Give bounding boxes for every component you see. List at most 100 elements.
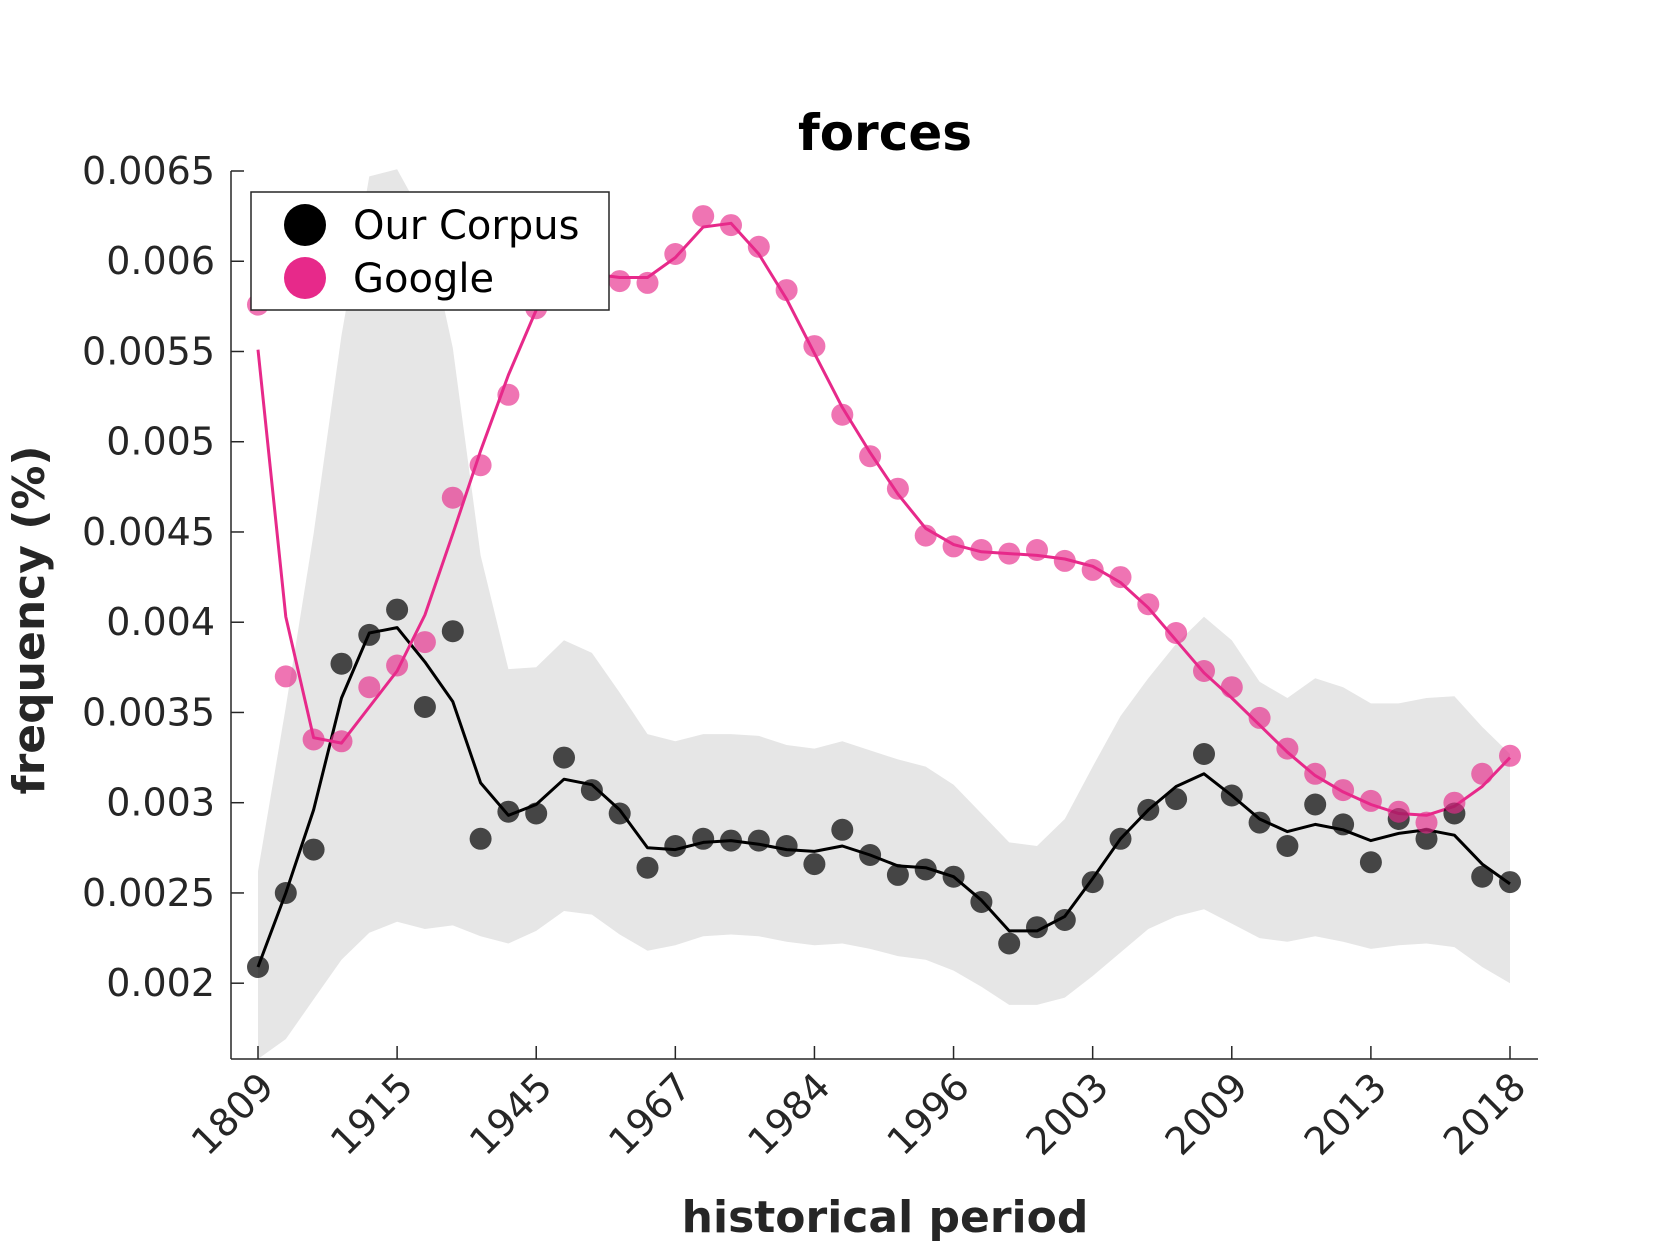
google-point [942, 535, 965, 558]
y-axis-label: frequency (%) [4, 445, 55, 794]
our-corpus-point [1332, 813, 1355, 836]
our-corpus-point [942, 865, 965, 888]
legend-label-our-corpus: Our Corpus [353, 203, 579, 249]
x-tick-label: 1945 [461, 1064, 561, 1164]
x-tick-label: 2009 [1157, 1064, 1257, 1164]
google-point [413, 631, 436, 654]
google-point [608, 270, 631, 293]
google-point [886, 477, 909, 500]
google-point [1332, 779, 1355, 802]
google-point [358, 676, 381, 699]
our-corpus-point [692, 827, 715, 850]
google-point [747, 235, 770, 258]
google-point [1109, 566, 1132, 589]
y-tick-label: 0.0025 [82, 871, 215, 915]
our-corpus-point [1304, 793, 1327, 816]
our-corpus-point [1220, 784, 1243, 807]
our-corpus-point [274, 882, 297, 904]
google-point [1359, 789, 1382, 812]
google-point [1415, 811, 1438, 834]
google-point [1248, 706, 1271, 729]
our-corpus-point [441, 620, 464, 643]
y-tick-label: 0.0055 [82, 329, 215, 373]
our-corpus-point [636, 856, 659, 879]
our-corpus-point [1081, 871, 1104, 894]
our-corpus-point [469, 827, 492, 850]
google-point [1220, 676, 1243, 699]
our-corpus-point [1359, 851, 1382, 874]
google-point [970, 539, 993, 561]
y-tick-label: 0.0065 [82, 149, 215, 193]
confidence-band-layer [258, 169, 1510, 1059]
google-point [636, 271, 659, 294]
google-point [859, 445, 882, 468]
corpus-confidence-band [258, 169, 1510, 1059]
x-tick-label: 1967 [600, 1064, 700, 1164]
series-lines-layer [256, 221, 1512, 968]
google-point [1026, 539, 1048, 561]
our-corpus-point [386, 598, 409, 621]
google-point [1053, 549, 1076, 572]
legend: Our Corpus Google [250, 191, 610, 311]
google-point [1165, 622, 1188, 644]
x-tick-label: 2003 [1018, 1064, 1118, 1164]
y-tick-label: 0.0035 [82, 690, 215, 734]
x-tick-label: 1809 [183, 1064, 283, 1164]
our-corpus-point [1053, 909, 1076, 931]
series-points-layer [247, 205, 1521, 978]
our-corpus-point [1109, 827, 1132, 850]
x-tick-label: 1996 [878, 1064, 978, 1164]
google-point [692, 205, 715, 228]
google-point [775, 279, 798, 302]
google-point [1193, 660, 1215, 682]
our-corpus-point [608, 802, 631, 825]
our-corpus-point [747, 829, 770, 852]
y-tick-label: 0.002 [106, 961, 215, 1005]
our-corpus-point [1137, 798, 1160, 821]
google-point [1081, 558, 1104, 581]
our-corpus-point [580, 779, 603, 802]
our-corpus-point [914, 858, 937, 881]
google-point [1304, 762, 1327, 785]
our-corpus-point [302, 838, 325, 861]
google-point [302, 728, 325, 751]
google-point [1471, 762, 1494, 785]
google-point [1499, 744, 1521, 767]
google-point [803, 335, 826, 358]
y-tick-label: 0.005 [106, 420, 215, 464]
our-corpus-point [720, 829, 742, 852]
legend-marker-google [284, 257, 326, 299]
google-point [664, 243, 687, 265]
x-axis-label: historical period [682, 1192, 1089, 1243]
our-corpus-point [803, 853, 826, 876]
our-corpus-point [497, 800, 520, 823]
x-tick-label: 1984 [739, 1064, 839, 1164]
y-tick-label: 0.004 [106, 600, 215, 644]
our-corpus-point [525, 802, 548, 825]
google-point [497, 383, 520, 406]
our-corpus-point [330, 652, 353, 675]
our-corpus-point [1248, 811, 1271, 834]
our-corpus-point [831, 818, 854, 841]
our-corpus-point [247, 956, 269, 978]
our-corpus-point [775, 835, 798, 857]
google-point [998, 542, 1021, 565]
our-corpus-point [1471, 865, 1494, 888]
our-corpus-point [413, 696, 436, 718]
our-corpus-point [664, 835, 687, 857]
our-corpus-point [1193, 743, 1215, 765]
legend-marker-our-corpus [284, 204, 326, 246]
x-tick-label: 1915 [322, 1064, 422, 1164]
google-point [274, 665, 297, 688]
our-corpus-point [998, 932, 1021, 955]
google-point [1276, 737, 1299, 760]
google-point [831, 403, 854, 426]
our-corpus-point [1026, 916, 1048, 939]
y-tick-label: 0.0045 [82, 510, 215, 554]
our-corpus-point [1276, 835, 1299, 857]
chart-title: forces [798, 104, 972, 162]
our-corpus-point [553, 746, 575, 769]
our-corpus-point [859, 844, 882, 866]
our-corpus-point [886, 863, 909, 886]
